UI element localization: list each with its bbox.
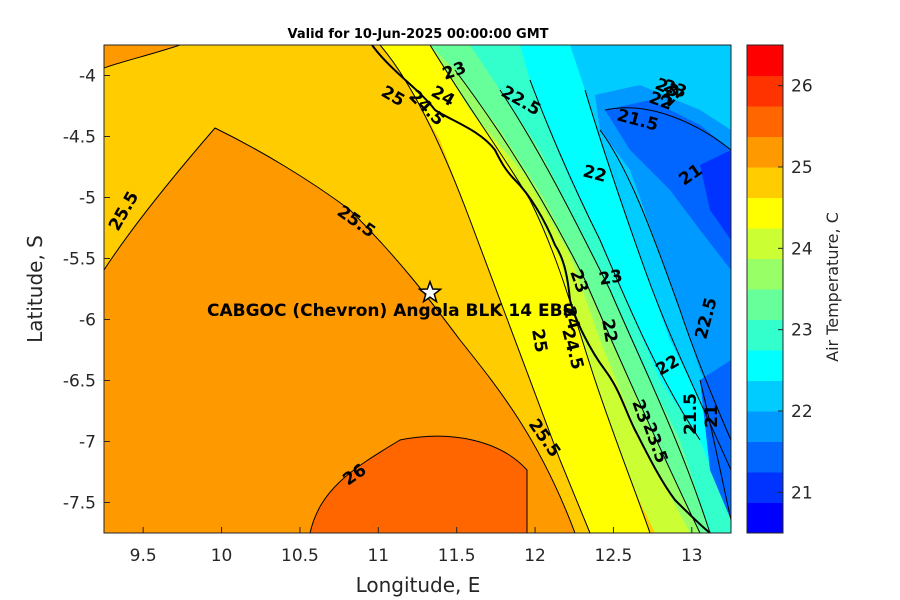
- contour-label: 23: [597, 266, 624, 290]
- y-tick-label: -6: [79, 311, 96, 331]
- y-tick-label: -4: [79, 67, 96, 87]
- contour-band-20-5: [605, 100, 731, 270]
- colorbar-swatch: [747, 350, 783, 381]
- x-tick-label: 13: [681, 546, 703, 566]
- colorbar-swatch: [747, 502, 783, 534]
- contour-band-24-5: [380, 45, 650, 533]
- colorbar-swatch: [747, 75, 783, 107]
- contour-band-20-5b: [700, 360, 731, 520]
- x-tick-label: 11: [367, 546, 389, 566]
- contour-band-25-5-nw: [104, 45, 181, 69]
- temperature-contour-map: [104, 45, 731, 533]
- colorbar-swatch: [747, 472, 783, 503]
- y-tick-label: -7: [79, 433, 96, 453]
- colorbar-swatch: [747, 136, 783, 168]
- colorbar-swatch: [747, 258, 783, 290]
- plot-title: Valid for 10-Jun-2025 00:00:00 GMT: [288, 27, 549, 42]
- x-tick-label: 10: [211, 546, 233, 566]
- contour-band-25-5: [104, 127, 576, 533]
- x-axis: 9.5 10 10.5 11 11.5 12 12.5 13: [130, 527, 703, 566]
- x-tick-label: 12.5: [595, 546, 633, 566]
- y-axis: -4 -4.5 -5 -5.5 -6 -6.5 -7 -7.5: [63, 67, 110, 514]
- y-tick-label: -6.5: [63, 372, 96, 392]
- colorbar-tick-label: 26: [791, 77, 813, 97]
- colorbar-swatch: [747, 289, 783, 320]
- contour-lines: [379, 45, 731, 533]
- star-icon: [417, 279, 443, 304]
- x-tick-label: 11.5: [438, 546, 476, 566]
- colorbar-swatch: [747, 380, 783, 412]
- contour-band-20: [700, 150, 731, 240]
- x-tick-label: 10.5: [281, 546, 319, 566]
- colorbar-swatch: [747, 441, 783, 473]
- colorbar-swatch: [747, 197, 783, 229]
- y-axis-title: Latitude, S: [23, 235, 47, 343]
- colorbar-swatch: [747, 319, 783, 351]
- colorbar-swatch: [747, 228, 783, 259]
- colorbar: 21 22 23 24 25 26: [746, 44, 813, 534]
- colorbar-swatch: [747, 167, 783, 198]
- x-axis-title: Longitude, E: [356, 573, 481, 597]
- contour-label: 22: [597, 317, 621, 344]
- x-tick-label: 12: [524, 546, 546, 566]
- site-marker: CABGOC (Chevron) Angola BLK 14 EBS: [207, 279, 575, 321]
- contour-label: 21: [702, 404, 722, 428]
- contour-band-26: [309, 435, 528, 533]
- colorbar-tick-label: 25: [791, 158, 813, 178]
- x-tick-label: 9.5: [130, 546, 157, 566]
- colorbar-swatch: [747, 45, 783, 76]
- colorbar-tick-label: 24: [791, 239, 813, 259]
- colorbar-tick-label: 23: [791, 321, 813, 341]
- colorbar-title: Air Temperature, C: [823, 212, 842, 362]
- colorbar-tick-label: 22: [791, 402, 813, 422]
- contour-label: 25: [527, 327, 551, 354]
- colorbar-swatch: [747, 411, 783, 442]
- y-tick-label: -7.5: [63, 494, 96, 514]
- coastline: [371, 45, 711, 533]
- colorbar-tick-label: 21: [791, 483, 813, 503]
- y-tick-label: -4.5: [63, 128, 96, 148]
- contour-label: 21.5: [681, 393, 701, 435]
- plot-frame: [103, 44, 732, 534]
- colorbar-frame: [746, 44, 784, 534]
- site-label: CABGOC (Chevron) Angola BLK 14 EBS: [207, 301, 575, 321]
- y-tick-label: -5: [79, 189, 96, 209]
- colorbar-swatch: [747, 106, 783, 137]
- y-tick-label: -5.5: [63, 250, 96, 270]
